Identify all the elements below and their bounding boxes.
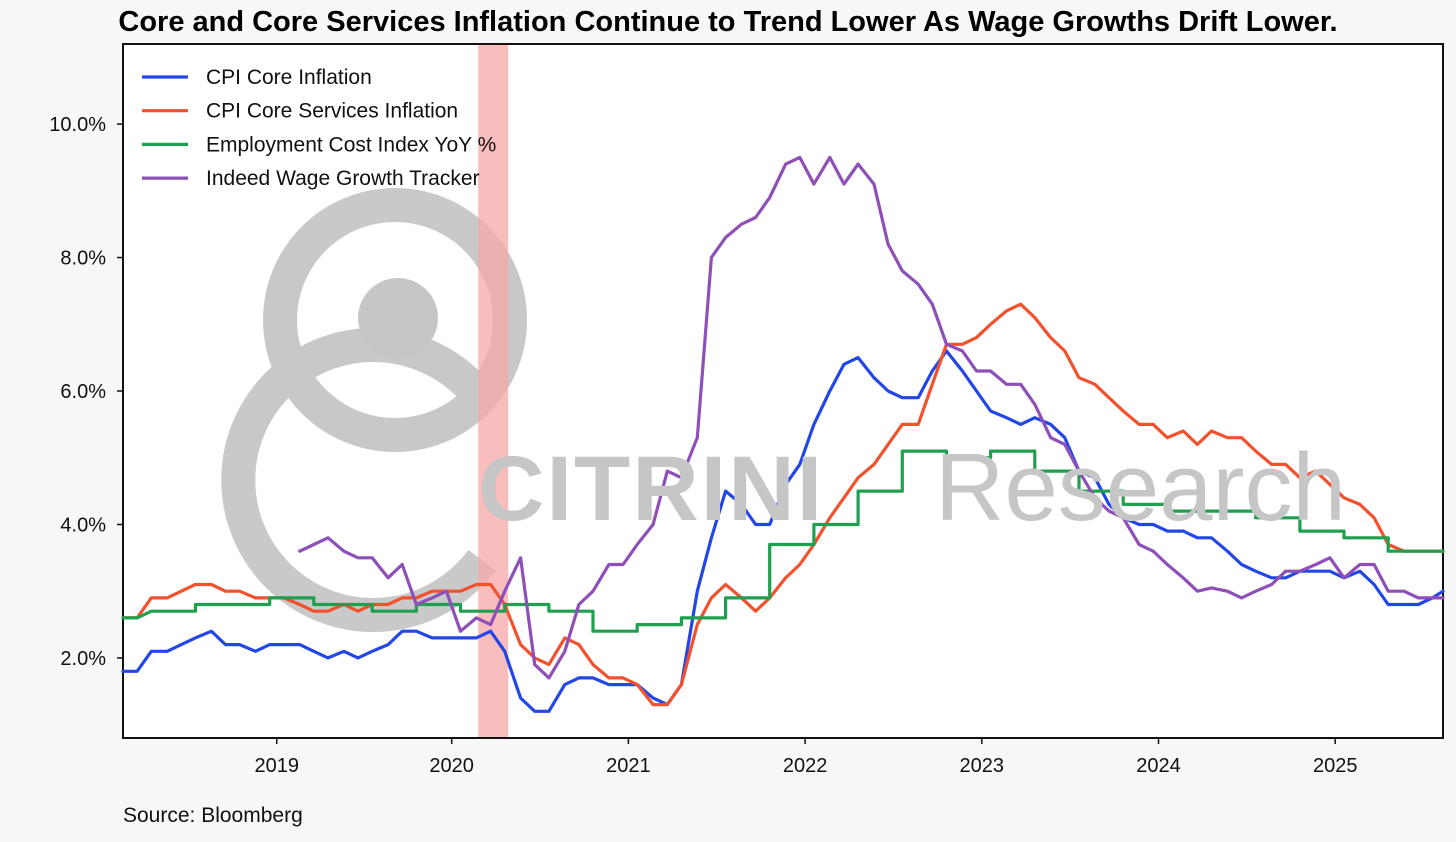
chart-title: Core and Core Services Inflation Continu… [118,6,1338,38]
legend-label: CPI Core Services Inflation [206,100,458,123]
x-tick-label: 2021 [606,755,651,777]
y-tick-label: 8.0% [60,248,106,270]
x-tick-label: 2024 [1136,755,1181,777]
watermark-text: CITRINI Research [478,434,1346,541]
y-tick-label: 6.0% [60,381,106,403]
y-tick-label: 10.0% [49,114,106,136]
y-tick-label: 4.0% [60,514,106,536]
series-line-cpi-core-inflation [121,349,1445,713]
x-tick-label: 2019 [254,755,299,777]
watermark-bold-word: CITRINI [478,438,824,540]
watermark-person-head [358,278,438,358]
series-line-indeed-wage-growth-tracker [298,155,1445,680]
legend-label: CPI Core Inflation [206,66,372,89]
x-tick-label: 2020 [429,755,474,777]
legend-label: Employment Cost Index YoY % [206,133,496,156]
source-note: Source: Bloomberg [123,804,303,827]
x-axis: 2019 2020 2021 2022 2023 2024 2025 [254,738,1357,777]
series-layer [121,155,1445,713]
x-tick-label: 2023 [960,755,1005,777]
legend: CPI Core Inflation CPI Core Services Infl… [142,66,496,190]
legend-label: Indeed Wage Growth Tracker [206,167,480,190]
y-axis: 2.0% 4.0% 6.0% 8.0% 10.0% [49,114,123,670]
x-tick-label: 2022 [783,755,828,777]
series-line-employment-cost-index-yoy [121,449,1445,633]
y-tick-label: 2.0% [60,648,106,670]
x-tick-label: 2025 [1313,755,1358,777]
watermark-light-word: Research [935,434,1346,541]
